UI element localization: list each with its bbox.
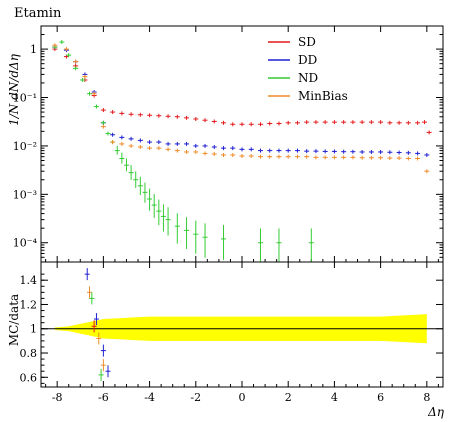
x-tick-label: 6 [377,391,384,404]
ratio-tick-label: 0.8 [20,347,38,360]
x-tick-label: 2 [285,391,292,404]
y-tick-label: 10⁻³ [13,188,37,201]
legend-label: MinBias [298,89,348,103]
ratio-panel: -8 -6 -4 -2 0 2 4 6 8 0.6 0.8 1 1.2 1.4 [20,261,444,404]
ratio-tick-label: 1 [30,323,37,336]
main-panel: 10⁻⁴ 10⁻³ 10⁻² 10⁻¹ 1 [13,25,444,263]
y-axis-label: 1/N dN/dΔη [7,53,21,126]
series-sd [52,47,432,135]
y-tick-label: 10⁻⁴ [13,237,38,250]
x-tick-label: 4 [331,391,338,404]
main-frame [40,25,444,263]
x-tick-label: 0 [239,391,246,404]
ratio-tick-label: 1.4 [20,274,38,287]
x-tick-label: -2 [190,391,201,404]
series-nd [52,40,314,262]
ratio-tick-label: 1.2 [20,298,38,311]
x-tick-label: 8 [423,391,430,404]
y-tick-label: 10⁻¹ [13,92,37,105]
legend-label: DD [298,53,317,67]
y-tick-label: 10⁻² [13,140,37,153]
x-tick-label: -4 [144,391,155,404]
legend-label: ND [298,71,318,85]
legend-label: SD [298,35,316,49]
x-tick-label: -6 [98,391,109,404]
x-tick-label: -8 [52,391,63,404]
ratio-axis-label: MC/data [7,294,21,346]
legend: SD DD ND MinBias [268,35,348,103]
chart-title: Etamin [14,6,62,21]
ratio-tick-label: 0.6 [20,371,38,384]
series-minbias [52,43,430,174]
x-axis-label: Δη [427,405,445,419]
series-dd [52,45,430,157]
y-tick-label: 1 [30,43,37,56]
